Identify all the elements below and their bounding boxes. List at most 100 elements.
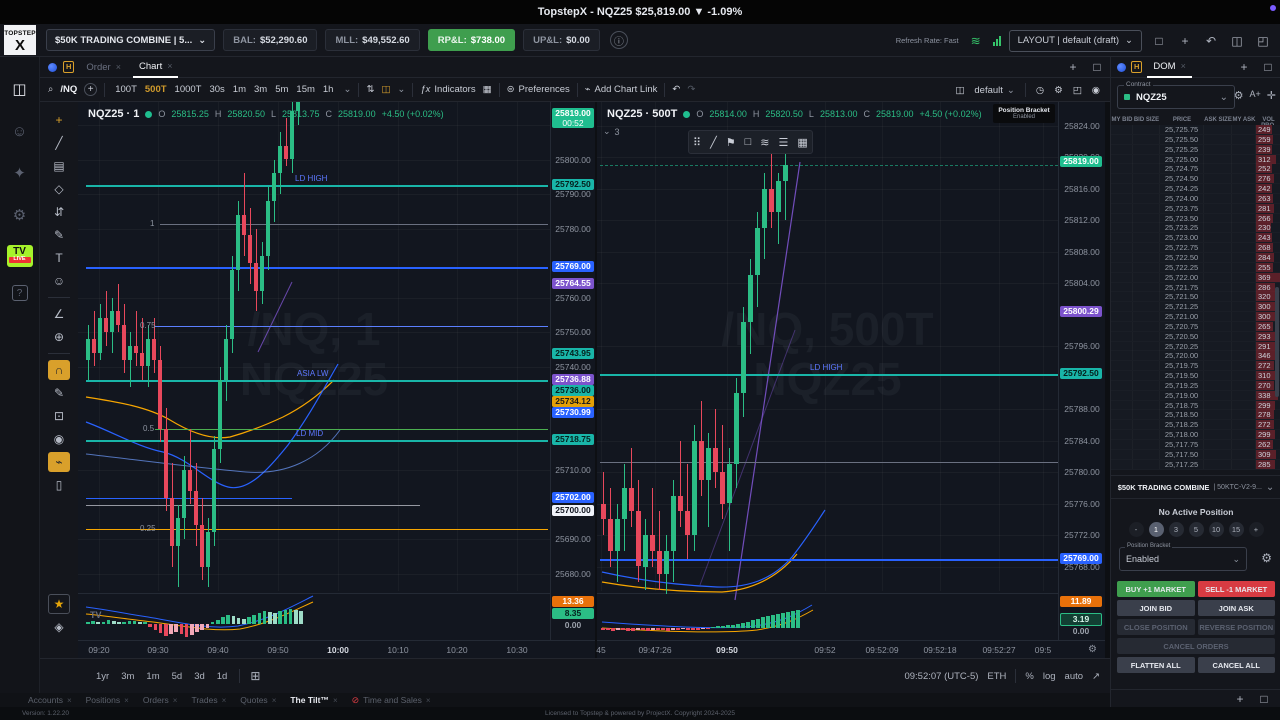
qty--[interactable]: -: [1128, 522, 1144, 537]
add-layout-icon[interactable]: +: [1181, 33, 1189, 48]
bottom-tab-time-and-sales[interactable]: ⊘ Time and Sales ×: [351, 694, 431, 706]
drag-handle-icon[interactable]: ⠿: [693, 136, 702, 149]
bid-size-cell[interactable]: [1133, 283, 1160, 292]
timeframe-3m[interactable]: 3m: [254, 84, 268, 95]
timeframe-100T[interactable]: 100T: [115, 84, 137, 95]
dom-settings-gear-icon[interactable]: ⚙: [1233, 90, 1244, 102]
dom-row[interactable]: 25,724.00 263: [1111, 193, 1280, 204]
my-ask-cell[interactable]: [1232, 273, 1256, 282]
qty-+[interactable]: +: [1248, 522, 1264, 537]
bottom-tab-quotes[interactable]: Quotes ×: [240, 695, 277, 705]
range-1m[interactable]: 1m: [146, 670, 160, 682]
ask-size-cell[interactable]: [1204, 460, 1232, 469]
dom-row[interactable]: 25,725.75 249: [1111, 125, 1280, 135]
undo-icon[interactable]: ↶: [1205, 33, 1217, 48]
trend-line-icon[interactable]: ╱: [710, 136, 717, 149]
crosshair-icon[interactable]: +: [55, 113, 63, 127]
ask-size-cell[interactable]: [1204, 184, 1232, 193]
dom-row[interactable]: 25,720.75 265: [1111, 321, 1280, 332]
ask-size-cell[interactable]: [1204, 283, 1232, 292]
my-bid-cell[interactable]: [1111, 184, 1133, 193]
my-bid-cell[interactable]: [1111, 302, 1133, 311]
bid-size-cell[interactable]: [1133, 135, 1160, 144]
my-bid-cell[interactable]: [1111, 194, 1133, 203]
my-bid-cell[interactable]: [1111, 381, 1133, 390]
qty-15[interactable]: 15: [1228, 522, 1244, 537]
price-cell[interactable]: 25,721.25: [1160, 302, 1204, 311]
dom-row[interactable]: 25,722.00 369: [1111, 272, 1280, 283]
my-bid-cell[interactable]: [1111, 332, 1133, 341]
my-ask-cell[interactable]: [1232, 194, 1256, 203]
time-axis-left-chart[interactable]: 09:20 09:30 09:40 09:50 10:00 10:10 10:20 10:30: [78, 640, 595, 658]
layout-split-icon[interactable]: ◫: [955, 84, 965, 96]
bottom-tab-positions[interactable]: Positions ×: [85, 695, 129, 705]
qty-3[interactable]: 3: [1168, 522, 1184, 537]
my-bid-cell[interactable]: [1111, 292, 1133, 301]
timeframe-15m[interactable]: 15m: [296, 84, 315, 95]
my-ask-cell[interactable]: [1232, 174, 1256, 183]
trash-icon[interactable]: ▯: [55, 478, 63, 492]
ask-size-cell[interactable]: [1204, 174, 1232, 183]
bid-size-cell[interactable]: [1133, 292, 1160, 301]
my-ask-cell[interactable]: [1232, 371, 1256, 380]
position-bracket-selector[interactable]: Position Bracket Enabled ⌄: [1119, 543, 1247, 571]
my-bid-cell[interactable]: [1111, 263, 1133, 272]
fib-retracement-icon[interactable]: ▤: [53, 159, 65, 173]
my-bid-cell[interactable]: [1111, 243, 1133, 252]
price-cell[interactable]: 25,722.00: [1160, 273, 1204, 282]
info-icon[interactable]: ⓘ: [609, 31, 628, 49]
my-ask-cell[interactable]: [1232, 332, 1256, 341]
sell-1-market-button[interactable]: SELL -1 MARKET: [1197, 581, 1275, 597]
ask-size-cell[interactable]: [1204, 253, 1232, 262]
my-ask-cell[interactable]: [1232, 460, 1256, 469]
price-cell[interactable]: 25,722.50: [1160, 253, 1204, 262]
time-settings-gear-icon[interactable]: ⚙: [1088, 644, 1097, 655]
ask-size-cell[interactable]: [1204, 263, 1232, 272]
ask-size-cell[interactable]: [1204, 391, 1232, 400]
dom-row[interactable]: 25,724.50 276: [1111, 174, 1280, 184]
my-ask-cell[interactable]: [1232, 430, 1256, 439]
ask-size-cell[interactable]: [1204, 214, 1232, 223]
my-bid-cell[interactable]: [1111, 273, 1133, 282]
range-5d[interactable]: 5d: [171, 670, 183, 682]
dom-price-ladder[interactable]: 25,725.75 249 25,725.50 259 25,725.25 239 25,7…: [1111, 125, 1280, 470]
my-bid-cell[interactable]: [1111, 204, 1133, 213]
my-ask-cell[interactable]: [1232, 420, 1256, 429]
close-icon[interactable]: ×: [1180, 61, 1186, 71]
price-cell[interactable]: 25,725.00: [1160, 155, 1204, 164]
rail-community-icon[interactable]: ☺: [11, 122, 28, 140]
candle-style-icon[interactable]: ⇅: [366, 84, 375, 95]
add-chart-link-button[interactable]: ⌁ Add Chart Link: [584, 84, 658, 95]
dom-row[interactable]: 25,718.25 272: [1111, 420, 1280, 430]
window-icon[interactable]: □: [1093, 60, 1101, 74]
save-layout-icon[interactable]: □: [1155, 33, 1163, 48]
price-cell[interactable]: 25,723.25: [1160, 223, 1204, 232]
trend-line-icon[interactable]: ╱: [55, 136, 63, 150]
my-ask-cell[interactable]: [1232, 243, 1256, 252]
my-ask-cell[interactable]: [1232, 312, 1256, 321]
dom-row[interactable]: 25,722.50 284: [1111, 252, 1280, 263]
preferences-button[interactable]: ⊜ Preferences: [506, 84, 570, 95]
ask-size-cell[interactable]: [1204, 450, 1232, 459]
tab-dom[interactable]: DOM ×: [1147, 57, 1192, 78]
dom-row[interactable]: 25,724.75 252: [1111, 164, 1280, 174]
parallel-channel-icon[interactable]: ≋: [760, 136, 770, 149]
ask-size-cell[interactable]: [1204, 292, 1232, 301]
window-icon[interactable]: □: [1264, 60, 1272, 74]
bid-size-cell[interactable]: [1133, 460, 1160, 469]
window-icon[interactable]: □: [1260, 691, 1268, 706]
my-bid-cell[interactable]: [1111, 155, 1133, 164]
price-axis-left-chart[interactable]: 25810.0025800.0025790.0025780.0025760.00…: [550, 102, 595, 640]
ask-size-cell[interactable]: [1204, 125, 1232, 134]
chart-pane-500t[interactable]: /NQ, 500T NQZ25 NQZ25 · 500T O 25814.00 H…: [597, 102, 1058, 640]
dom-row[interactable]: 25,721.25 300: [1111, 302, 1280, 312]
qty-10[interactable]: 10: [1208, 522, 1224, 537]
close-icon[interactable]: ×: [425, 695, 431, 705]
timeframe-500T[interactable]: 500T: [144, 84, 167, 95]
settings-gear-icon[interactable]: ⚙: [1054, 84, 1063, 96]
dom-row[interactable]: 25,721.50 320: [1111, 292, 1280, 302]
replay-icon[interactable]: ◷: [1035, 84, 1045, 96]
rail-markets-icon[interactable]: ◫: [12, 81, 27, 98]
bottom-tab-the-tilt-[interactable]: The Tilt™ ×: [290, 695, 338, 705]
price-cell[interactable]: 25,717.75: [1160, 440, 1204, 449]
